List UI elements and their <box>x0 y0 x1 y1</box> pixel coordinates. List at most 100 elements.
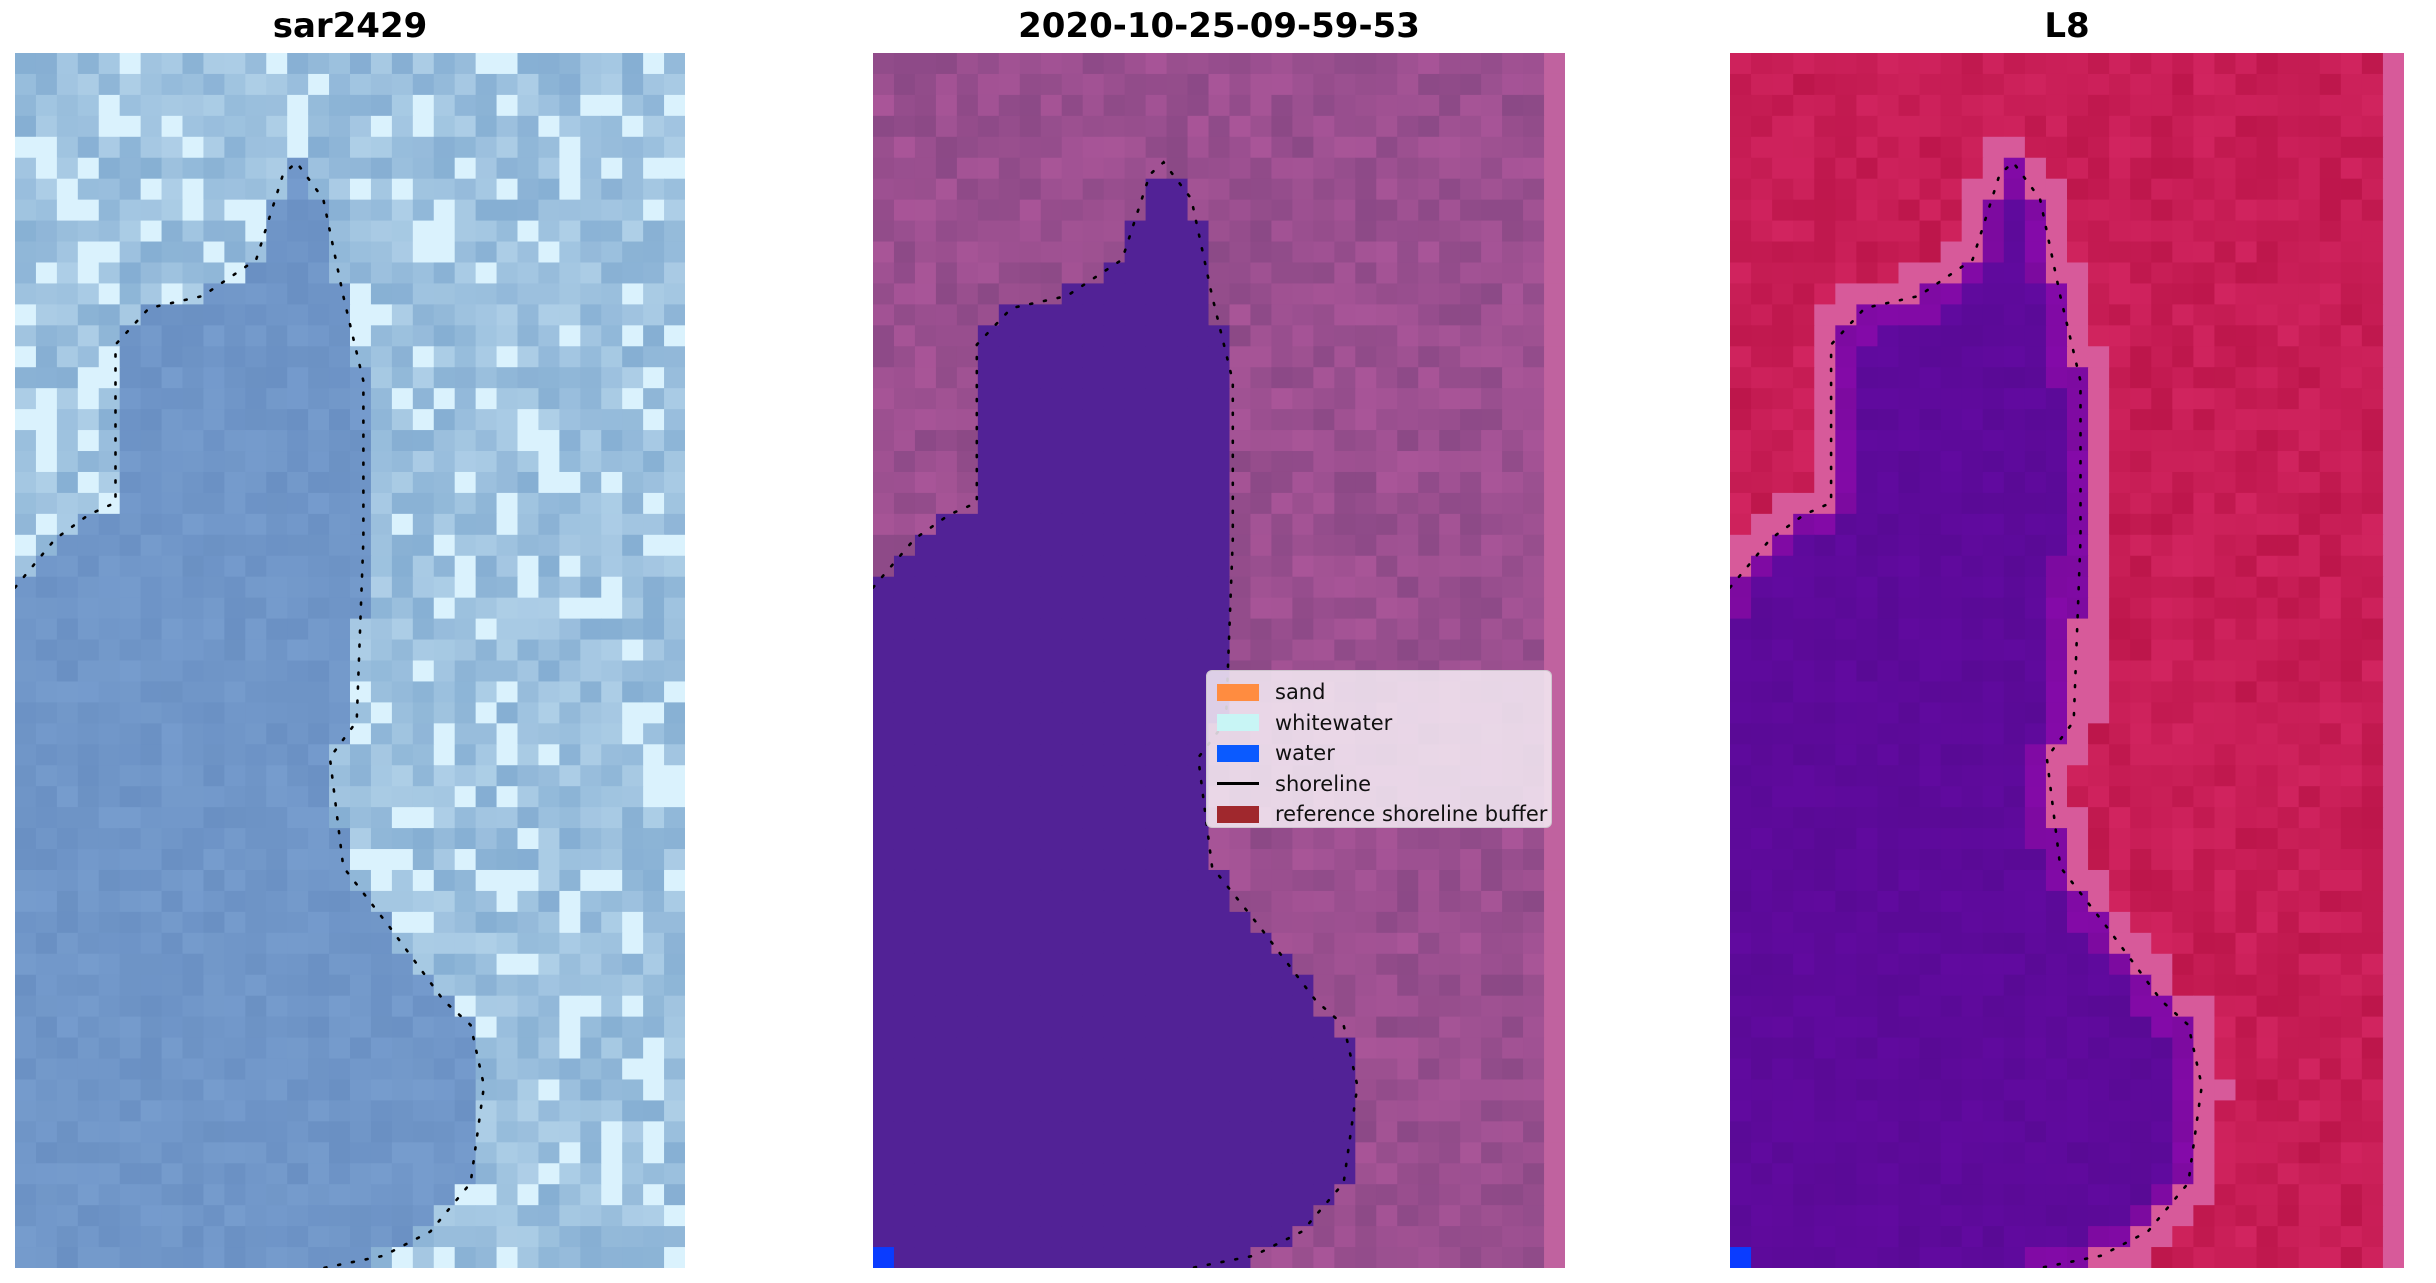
raster-pixel <box>2277 388 2300 410</box>
raster-pixel <box>1376 346 1398 368</box>
raster-pixel <box>1919 744 1942 766</box>
raster-pixel <box>1835 723 1857 745</box>
raster-pixel <box>98 890 121 913</box>
raster-pixel <box>266 115 288 138</box>
raster-pixel <box>1502 1247 1524 1268</box>
raster-pixel <box>601 1184 623 1206</box>
raster-pixel <box>2319 723 2342 745</box>
raster-pixel <box>224 1205 246 1227</box>
raster-pixel <box>998 555 1021 578</box>
raster-pixel <box>2340 388 2363 410</box>
raster-pixel <box>496 1121 519 1143</box>
raster-pixel <box>977 786 1000 808</box>
raster-pixel <box>245 451 267 473</box>
raster-pixel <box>77 73 100 96</box>
raster-pixel <box>412 1205 435 1227</box>
raster-pixel <box>1523 911 1545 934</box>
raster-pixel <box>1103 451 1126 473</box>
raster-pixel <box>1481 157 1503 180</box>
raster-pixel <box>601 974 623 997</box>
raster-pixel <box>433 94 456 117</box>
raster-pixel <box>391 157 414 180</box>
raster-pixel <box>1523 1058 1545 1081</box>
raster-pixel <box>35 513 58 536</box>
raster-pixel <box>56 388 79 410</box>
raster-pixel <box>1334 53 1356 75</box>
raster-pixel <box>1124 974 1147 997</box>
raster-pixel <box>2130 492 2152 515</box>
raster-pixel <box>1082 241 1105 264</box>
raster-pixel <box>1481 1226 1503 1248</box>
raster-pixel <box>977 115 1000 138</box>
raster-pixel <box>203 702 225 724</box>
raster-pixel <box>1187 304 1210 326</box>
raster-pixel <box>2109 430 2131 452</box>
raster-pixel <box>350 869 372 892</box>
raster-pixel <box>35 744 58 766</box>
raster-pixel <box>2003 94 2026 117</box>
raster-pixel <box>1961 220 1984 243</box>
raster-pixel <box>2003 325 2026 347</box>
raster-pixel <box>308 157 330 180</box>
raster-pixel <box>914 1226 937 1248</box>
raster-pixel <box>622 932 644 955</box>
raster-pixel <box>56 1079 79 1102</box>
raster-pixel <box>2193 430 2216 452</box>
raster-pixel <box>977 1121 1000 1143</box>
raster-pixel <box>161 94 184 117</box>
raster-pixel <box>56 786 79 808</box>
raster-pixel <box>1751 346 1773 368</box>
raster-pixel <box>1439 73 1461 96</box>
raster-pixel <box>2003 346 2026 368</box>
raster-pixel <box>182 890 205 913</box>
raster-pixel <box>224 136 246 159</box>
raster-pixel <box>475 1058 498 1081</box>
raster-pixel <box>1376 199 1398 222</box>
raster-pixel <box>266 451 288 473</box>
raster-pixel <box>1439 471 1461 494</box>
raster-pixel <box>266 869 288 892</box>
raster-pixel <box>1523 53 1545 75</box>
raster-pixel <box>1814 367 1836 389</box>
raster-pixel <box>1313 1058 1335 1081</box>
raster-pixel <box>329 367 351 389</box>
raster-pixel <box>308 828 330 850</box>
raster-pixel <box>998 1163 1021 1185</box>
raster-pixel <box>2277 451 2300 473</box>
raster-pixel <box>1940 136 1963 159</box>
raster-pixel <box>1271 178 1293 201</box>
raster-pixel <box>1124 765 1147 787</box>
raster-pixel <box>412 1184 435 1206</box>
raster-pixel <box>1082 1037 1105 1060</box>
raster-pixel <box>935 451 958 473</box>
raster-pixel <box>161 1142 184 1164</box>
raster-pixel <box>1772 471 1794 494</box>
raster-pixel <box>517 911 540 934</box>
raster-pixel <box>2235 828 2258 850</box>
raster-pixel <box>1166 304 1189 326</box>
raster-pixel <box>1229 262 1252 285</box>
raster-pixel <box>161 597 184 620</box>
raster-pixel <box>2088 639 2110 662</box>
raster-pixel <box>538 262 560 285</box>
raster-pixel <box>1439 1100 1461 1122</box>
raster-pixel <box>2361 262 2384 285</box>
raster-pixel <box>1376 534 1398 557</box>
raster-pixel <box>1919 534 1942 557</box>
raster-pixel <box>412 220 435 243</box>
raster-pixel <box>1793 576 1815 599</box>
raster-pixel <box>1439 995 1461 1018</box>
raster-pixel <box>2172 325 2194 347</box>
raster-pixel <box>1355 953 1377 976</box>
raster-pixel <box>1544 849 1565 871</box>
raster-pixel <box>1439 115 1461 138</box>
raster-pixel <box>287 597 309 620</box>
raster-pixel <box>1166 1247 1189 1268</box>
raster-pixel <box>622 1100 644 1122</box>
raster-pixel <box>1940 220 1963 243</box>
raster-pixel <box>2361 157 2384 180</box>
raster-pixel <box>1313 1121 1335 1143</box>
raster-pixel <box>622 388 644 410</box>
raster-pixel <box>2088 388 2110 410</box>
raster-pixel <box>1544 869 1565 892</box>
